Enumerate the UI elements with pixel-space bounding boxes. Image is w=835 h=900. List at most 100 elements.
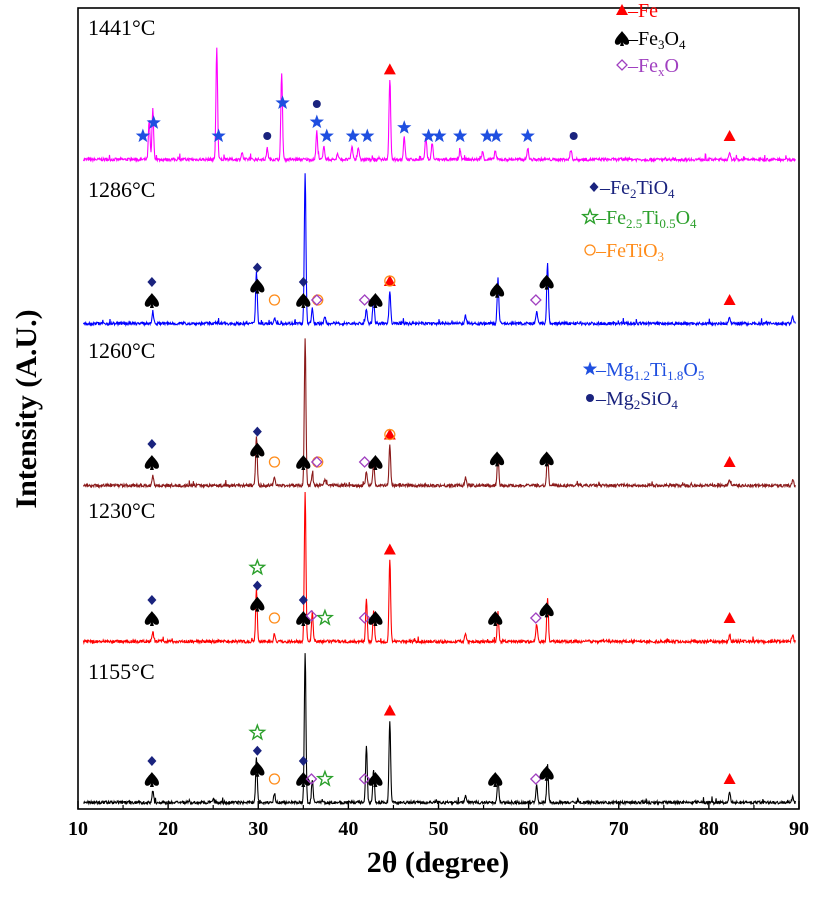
- series-label: 1230°C: [88, 498, 155, 523]
- legend-text-part: 4: [668, 186, 675, 201]
- fe3o4-spade-marker: [368, 293, 383, 308]
- fe3o4-spade-marker: [539, 602, 554, 618]
- fe3o4-spade-marker: [539, 274, 554, 290]
- fe3o4-spade-marker: [488, 611, 503, 626]
- fexo-diamond-marker: [529, 773, 542, 785]
- mgti-star-marker: [360, 128, 375, 143]
- mg2sio4-dot-marker: [569, 132, 578, 140]
- fe3o4-spade-marker: [250, 442, 265, 458]
- mgti-star-marker: [421, 128, 436, 143]
- fe3o4-spade-marker: [250, 596, 265, 612]
- fe3o4-spade-marker: [368, 611, 383, 626]
- x-tick-label: 40: [338, 818, 358, 840]
- fe25-star-marker: [248, 723, 267, 741]
- legend-text-part: O: [676, 207, 690, 229]
- legend-label-fetio3: –FeTiO3: [595, 240, 664, 264]
- legend: –Fe–Fe3O4–FexO–Fe2TiO4–Fe2.5Ti0.5O4–FeTi…: [580, 0, 705, 412]
- legend-text-part: –Fe: [627, 0, 658, 22]
- fexo-diamond-marker: [305, 773, 318, 785]
- legend-text-part: 5: [698, 368, 705, 383]
- fe-triangle-marker: [383, 63, 396, 75]
- legend-text-part: –Mg: [595, 388, 634, 410]
- series-label: 1286°C: [88, 177, 155, 202]
- mgti-star-marker: [453, 128, 468, 143]
- trace-line: [83, 653, 796, 807]
- legend-text-part: O: [665, 28, 679, 50]
- fe3o4-spade-marker: [144, 293, 160, 308]
- fe-triangle-marker: [383, 543, 396, 555]
- fe3o4-spade-marker: [539, 451, 554, 467]
- fe3o4-spade-marker: [539, 765, 554, 781]
- fe2tio4-diamond-marker: [589, 182, 599, 192]
- fexo-diamond-marker: [310, 456, 323, 468]
- legend-text-part: O: [665, 55, 679, 77]
- legend-text-part: Ti: [642, 207, 660, 229]
- fe2tio4-diamond-marker: [298, 756, 308, 766]
- x-axis: 10 20 30 40 50 60 70 80 90: [68, 801, 809, 840]
- fe25-star-marker: [580, 207, 600, 225]
- fe2tio4-diamond-marker: [298, 277, 308, 287]
- mgti-star-marker: [480, 128, 495, 143]
- fe3o4-spade-marker: [489, 451, 505, 467]
- fexo-diamond-marker: [358, 612, 371, 624]
- fe3o4-spade-marker: [144, 455, 160, 470]
- fe3o4-spade-marker: [250, 761, 265, 777]
- fe2tio4-diamond-marker: [298, 595, 308, 605]
- legend-label-fe3o4: –Fe3O4: [627, 28, 686, 52]
- mgti-star-marker: [520, 128, 535, 143]
- mgti-star-marker: [345, 128, 361, 143]
- legend-label-fe2tio4: –Fe2TiO4: [599, 177, 675, 201]
- series-labels-layer: 1441°C 1286°C 1260°C 1230°C 1155°C: [88, 15, 155, 684]
- fe25-star-marker: [248, 558, 267, 576]
- fe3o4-spade-marker: [368, 455, 383, 470]
- legend-text-part: –Fe: [627, 28, 658, 50]
- fe-triangle-marker: [616, 4, 628, 15]
- fe2tio4-diamond-marker: [252, 262, 262, 273]
- x-tick-label: 50: [429, 818, 449, 840]
- mgti-star-marker: [397, 120, 412, 134]
- fe-triangle-marker: [723, 612, 736, 623]
- fe3o4-spade-marker: [296, 611, 311, 626]
- legend-text-part: 3: [658, 37, 665, 52]
- x-tick-label: 90: [789, 818, 809, 840]
- x-tick-label: 70: [609, 818, 629, 840]
- legend-text-part: 2: [630, 186, 637, 201]
- legend-text-part: 3: [658, 249, 665, 264]
- fexo-diamond-marker: [358, 294, 371, 306]
- fe25-star-marker: [315, 769, 335, 787]
- mgti-star-marker: [432, 128, 447, 143]
- series-label: 1441°C: [88, 15, 155, 40]
- legend-text-part: 0.5: [659, 216, 675, 231]
- mgti-star-marker: [135, 128, 151, 143]
- fetio3-circle-marker: [268, 773, 281, 785]
- fexo-diamond-marker: [529, 612, 542, 624]
- fetio3-circle-marker: [384, 428, 396, 441]
- legend-text-part: 4: [690, 216, 697, 231]
- fe25-star-marker: [315, 608, 335, 626]
- fetio3-circle-marker: [268, 456, 281, 468]
- legend-text-part: –Fe: [599, 177, 630, 199]
- mgti-star-marker: [211, 128, 226, 143]
- legend-text-part: 4: [679, 37, 686, 52]
- mg2sio4-dot-marker: [586, 394, 594, 402]
- legend-text-part: –Fe: [595, 207, 626, 229]
- fe3o4-spade-marker: [614, 31, 630, 46]
- markers-layer: [135, 63, 736, 787]
- fexo-diamond-marker: [358, 456, 371, 468]
- x-axis-label: 2θ (degree): [367, 846, 510, 879]
- legend-label-fe25: –Fe2.5Ti0.5O4: [595, 207, 697, 231]
- legend-text-part: O: [683, 359, 697, 381]
- mgti-star-marker: [309, 114, 324, 129]
- fetio3-circle-marker: [268, 612, 281, 624]
- mgti-star-marker: [489, 128, 504, 143]
- legend-text-part: 1.2: [634, 368, 650, 383]
- mgti-star-marker: [275, 95, 290, 109]
- trace-line: [82, 47, 796, 164]
- legend-text-part: –FeTiO: [595, 240, 658, 262]
- legend-text-part: TiO: [637, 177, 669, 199]
- legend-text-part: Ti: [650, 359, 668, 381]
- fe2tio4-diamond-marker: [147, 756, 157, 766]
- mg2sio4-dot-marker: [312, 100, 321, 108]
- fe3o4-spade-marker: [296, 772, 311, 787]
